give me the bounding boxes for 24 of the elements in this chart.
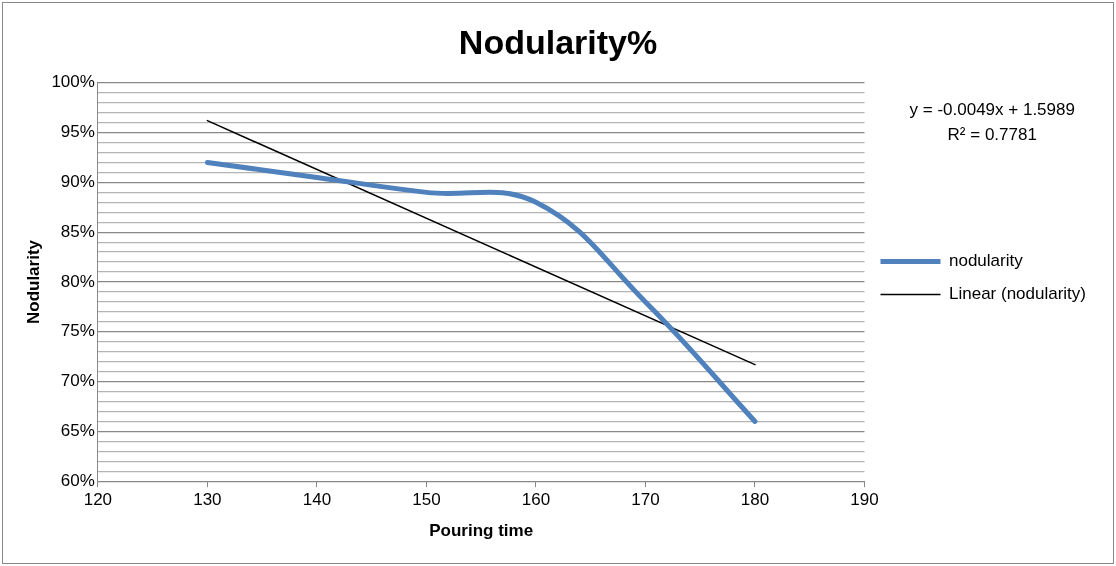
x-tick-label: 170 xyxy=(631,490,660,510)
x-tick-label: 190 xyxy=(850,490,879,510)
y-tick-label: 75% xyxy=(60,321,95,341)
text: y = -0.0049x + 1.5989 xyxy=(909,99,1075,119)
y-tick-label: 65% xyxy=(60,421,95,441)
x-tick-label: 120 xyxy=(83,490,113,510)
y-tick-label: 90% xyxy=(60,172,95,192)
legend-label: Linear (nodularity) xyxy=(948,284,1086,304)
x-tick-label: 180 xyxy=(740,490,770,510)
x-axis-title: Pouring time xyxy=(429,521,534,541)
x-tick-label: 140 xyxy=(302,490,332,510)
y-tick-label: 95% xyxy=(60,122,95,142)
y-tick-label: 85% xyxy=(60,221,95,241)
x-tick-label: 130 xyxy=(193,490,222,510)
chart-title: Nodularity% xyxy=(458,22,658,61)
y-tick-label: 80% xyxy=(60,271,95,291)
x-tick-label: 160 xyxy=(521,490,551,510)
text: R² = 0.7781 xyxy=(947,124,1037,144)
x-tick-label: 150 xyxy=(412,490,441,510)
legend-label: nodularity xyxy=(948,251,1024,271)
y-tick-label: 70% xyxy=(60,371,95,391)
y-tick-label: 60% xyxy=(60,470,95,490)
y-tick-label: 100% xyxy=(51,72,95,92)
y-axis-title: Nodularity xyxy=(23,239,43,325)
